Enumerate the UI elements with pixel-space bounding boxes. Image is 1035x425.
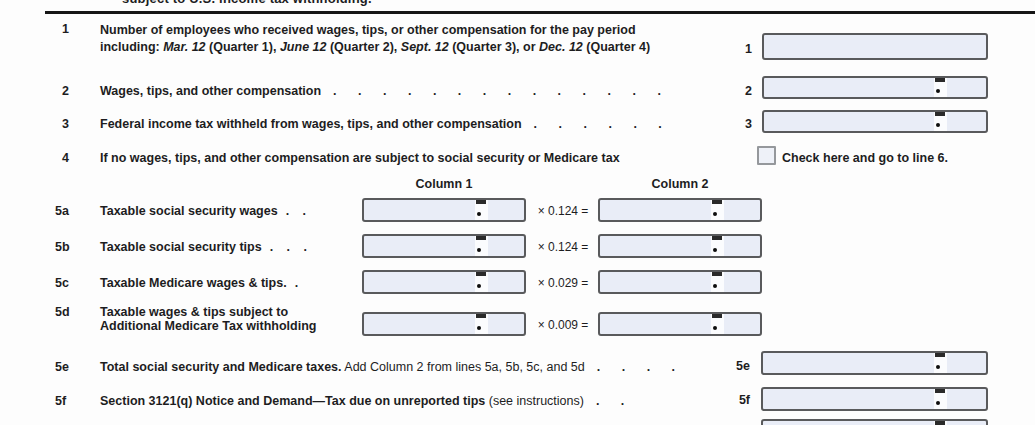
section-divider xyxy=(45,11,1035,14)
decimal-point xyxy=(477,212,481,216)
cents-tick xyxy=(712,314,722,318)
cents-tick xyxy=(476,314,486,318)
line5c-col1-input[interactable] xyxy=(362,270,526,294)
line5c-multiplier: × 0.029 = xyxy=(528,276,598,290)
decimal-point xyxy=(713,284,717,288)
decimal-point xyxy=(477,284,481,288)
line5d-col1-input[interactable] xyxy=(362,312,526,336)
cents-strip xyxy=(475,200,488,220)
cents-tick xyxy=(935,78,945,82)
line5a-label: Taxable social security wages. . xyxy=(100,204,358,219)
cents-tick xyxy=(935,112,945,116)
cents-strip xyxy=(711,200,724,220)
next-line-amount-input-partial[interactable] xyxy=(761,419,988,425)
column2-header: Column 2 xyxy=(598,177,762,191)
line5d-label: Taxable wages & tips subject toAdditiona… xyxy=(100,305,360,333)
line5a-col1-input[interactable] xyxy=(362,198,526,222)
line2-field-label: 2 xyxy=(716,84,752,98)
line5c-number: 5c xyxy=(55,276,69,290)
decimal-point xyxy=(713,248,717,252)
line1-count-input[interactable] xyxy=(762,33,988,60)
line5c-label: Taxable Medicare wages & tips.. xyxy=(100,276,358,291)
cents-strip xyxy=(475,314,488,334)
column1-header: Column 1 xyxy=(362,177,526,191)
line4-checkbox[interactable] xyxy=(757,146,776,165)
line5e-number: 5e xyxy=(55,360,69,374)
line3-amount-input[interactable] xyxy=(762,110,988,133)
form-941-part1: subject to U.S. income tax withholding. … xyxy=(0,0,1035,425)
line5a-multiplier: × 0.124 = xyxy=(528,204,598,218)
line5f-number: 5f xyxy=(55,394,66,408)
cents-strip xyxy=(711,314,724,334)
decimal-point xyxy=(936,89,940,93)
decimal-point xyxy=(713,326,717,330)
line5d-number: 5d xyxy=(55,305,70,319)
line2-amount-input[interactable] xyxy=(762,76,988,99)
cents-strip xyxy=(934,353,947,373)
cents-tick xyxy=(712,272,722,276)
cents-strip xyxy=(475,236,488,256)
decimal-point xyxy=(477,326,481,330)
line5d-multiplier: × 0.009 = xyxy=(528,318,598,332)
cents-tick xyxy=(476,200,486,204)
line5c-col2-input[interactable] xyxy=(598,270,762,294)
cents-tick xyxy=(476,272,486,276)
decimal-point xyxy=(713,212,717,216)
line5a-col2-input[interactable] xyxy=(598,198,762,222)
line1-field-label: 1 xyxy=(716,42,752,56)
dot-leader: . . . . xyxy=(597,360,675,374)
line5b-label: Taxable social security tips. . . xyxy=(100,240,358,255)
cents-tick xyxy=(476,236,486,240)
line1-number: 1 xyxy=(62,22,69,36)
line5d-col2-input[interactable] xyxy=(598,312,762,336)
cents-strip xyxy=(934,112,947,131)
cents-tick xyxy=(935,389,945,393)
line5f-amount-input[interactable] xyxy=(761,387,988,411)
line2-label: Wages, tips, and other compensation. . .… xyxy=(100,84,755,99)
dot-leader: . . . . . . xyxy=(534,117,662,131)
dot-leader: . . . . . . . . . . . . . . xyxy=(333,84,661,98)
decimal-point xyxy=(936,365,940,369)
line2-number: 2 xyxy=(62,84,69,98)
line4-checkbox-label: Check here and go to line 6. xyxy=(782,151,948,166)
dot-leader: . . . xyxy=(270,240,307,254)
cents-tick xyxy=(712,200,722,204)
line5a-number: 5a xyxy=(55,204,69,218)
line5e-label: Total social security and Medicare taxes… xyxy=(100,360,750,375)
line5f-field-label: 5f xyxy=(714,393,750,407)
line3-number: 3 xyxy=(62,117,69,131)
cents-strip xyxy=(934,421,947,425)
line1-label: Number of employees who received wages, … xyxy=(100,22,740,56)
decimal-point xyxy=(477,248,481,252)
previous-section-clipped-text: subject to U.S. income tax withholding. xyxy=(122,0,372,6)
cents-tick xyxy=(935,353,945,357)
cents-strip xyxy=(934,389,947,409)
line5b-number: 5b xyxy=(55,240,70,254)
dot-leader: . . xyxy=(596,394,624,408)
dot-leader: . . xyxy=(286,204,306,218)
cents-tick xyxy=(712,236,722,240)
dot-leader: . xyxy=(295,276,298,290)
line5e-field-label: 5e xyxy=(714,359,750,373)
line5b-multiplier: × 0.124 = xyxy=(528,240,598,254)
cents-strip xyxy=(934,78,947,97)
cents-strip xyxy=(711,272,724,292)
line5b-col1-input[interactable] xyxy=(362,234,526,258)
line3-field-label: 3 xyxy=(716,117,752,131)
cents-strip xyxy=(711,236,724,256)
cents-tick xyxy=(935,421,945,425)
cents-strip xyxy=(475,272,488,292)
decimal-point xyxy=(936,123,940,127)
line4-label: If no wages, tips, and other compensatio… xyxy=(100,151,750,166)
line5f-label: Section 3121(q) Notice and Demand—Tax du… xyxy=(100,394,750,409)
line4-number: 4 xyxy=(62,151,69,165)
line5e-amount-input[interactable] xyxy=(761,351,988,375)
decimal-point xyxy=(936,401,940,405)
line5b-col2-input[interactable] xyxy=(598,234,762,258)
line3-label: Federal income tax withheld from wages, … xyxy=(100,117,755,132)
